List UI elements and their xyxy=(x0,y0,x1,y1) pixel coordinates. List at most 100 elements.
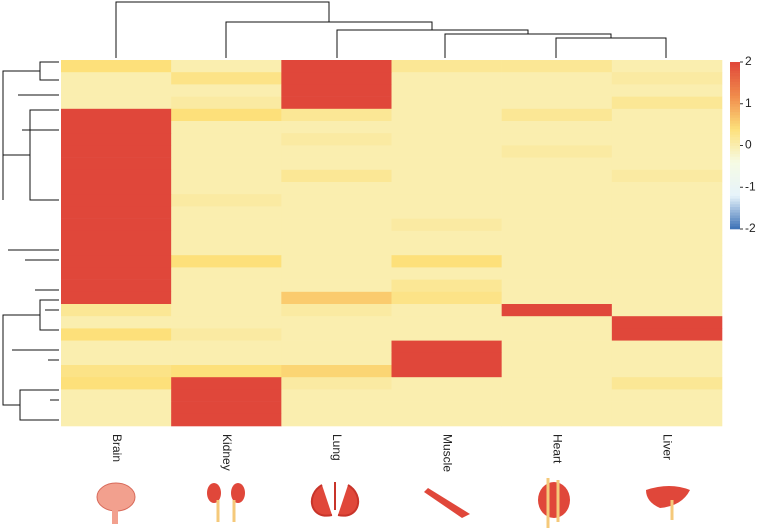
heatmap-cell xyxy=(281,352,392,366)
colorbar-segment xyxy=(730,87,740,91)
heatmap-cell xyxy=(61,194,172,207)
heatmap-cell xyxy=(281,169,392,183)
x-tick-label: Liver xyxy=(661,434,675,460)
row-dendrogram xyxy=(2,61,59,421)
heatmap-cell xyxy=(171,328,282,341)
colorbar-segment xyxy=(730,176,740,180)
heatmap-cell xyxy=(501,352,613,366)
colorbar-segment xyxy=(730,92,740,96)
colorbar-segment xyxy=(730,95,740,99)
colorbar-segment xyxy=(730,212,740,216)
heatmap-cell xyxy=(281,365,392,378)
colorbar-segment xyxy=(730,187,740,191)
x-tick-label: Muscle xyxy=(440,434,454,472)
heatmap-cell xyxy=(391,121,502,134)
heatmap-cell xyxy=(391,182,502,195)
colorbar-segment xyxy=(730,215,740,219)
heatmap-cell xyxy=(501,72,613,85)
colorbar-segment xyxy=(730,159,740,163)
colorbar-segment xyxy=(730,145,740,149)
heatmap-cell xyxy=(61,206,172,219)
heatmap-cell xyxy=(171,304,282,317)
heatmap-cell xyxy=(281,194,392,207)
heatmap-cell xyxy=(281,304,392,317)
heatmap-cell xyxy=(501,316,613,329)
heatmap-cell xyxy=(171,218,282,232)
heatmap-cell xyxy=(501,218,613,232)
heatmap-cell xyxy=(391,389,502,402)
heatmap-cell xyxy=(611,279,723,293)
heatmap-cell xyxy=(501,206,613,219)
heatmap-cell xyxy=(281,377,392,390)
colorbar-segment xyxy=(730,78,740,82)
heatmap-cell xyxy=(611,413,723,427)
heatmap-cell xyxy=(391,194,502,207)
x-tick-label: Kidney xyxy=(220,434,234,471)
heatmap-cell xyxy=(171,194,282,207)
heatmap-cell xyxy=(501,96,613,110)
colorbar-segment xyxy=(730,67,740,71)
heatmap-cell xyxy=(171,279,282,293)
colorbar-segment xyxy=(730,120,740,124)
heatmap-cell xyxy=(61,304,172,317)
colorbar-segment xyxy=(730,206,740,210)
heatmap-cell xyxy=(611,377,723,390)
heatmap-cell xyxy=(391,133,502,146)
heatmap-cell xyxy=(281,108,392,122)
heatmap-cell xyxy=(391,304,502,317)
heatmap-cell xyxy=(281,157,392,171)
colorbar-label: 2 xyxy=(745,54,752,68)
heatmap-cell xyxy=(61,133,172,146)
heatmap-cell xyxy=(281,96,392,110)
colorbar-segment xyxy=(730,123,740,127)
heatmap-cell xyxy=(61,377,172,390)
heatmap-cell xyxy=(611,401,723,415)
heatmap-cell xyxy=(501,328,613,341)
heatmap-cell xyxy=(391,243,502,256)
heatmap-cell xyxy=(501,291,613,305)
colorbar-segment xyxy=(730,64,740,68)
heatmap-cell xyxy=(611,169,723,183)
colorbar-segment xyxy=(730,195,740,199)
heatmap-cell xyxy=(611,291,723,305)
heatmap-cell xyxy=(61,243,172,256)
heatmap-cell xyxy=(611,316,723,329)
heatmap-cell xyxy=(281,267,392,280)
colorbar-segment xyxy=(730,117,740,121)
heatmap-cell xyxy=(171,365,282,378)
colorbar-segment xyxy=(730,217,740,221)
heatmap-cell xyxy=(281,121,392,134)
heatmap-cell xyxy=(281,182,392,195)
colorbar-label: -2 xyxy=(745,221,756,235)
heatmap-cell xyxy=(61,218,172,232)
heatmap-cell xyxy=(171,108,282,122)
heatmap-cell xyxy=(501,84,613,97)
heatmap-cell xyxy=(171,230,282,244)
heatmap-cell xyxy=(391,157,502,171)
heatmap-cell xyxy=(281,243,392,256)
heatmap-cell xyxy=(501,169,613,183)
heatmap-cell xyxy=(611,182,723,195)
heatmap-cell xyxy=(281,145,392,158)
colorbar-segment xyxy=(730,103,740,107)
colorbar-segment xyxy=(730,170,740,174)
colorbar-segment xyxy=(730,190,740,194)
heatmap-cell xyxy=(61,279,172,293)
heatmap-cell xyxy=(61,72,172,85)
colorbar-segment xyxy=(730,181,740,185)
heatmap-cell xyxy=(171,243,282,256)
heatmap-cell xyxy=(501,255,613,268)
colorbar-segment xyxy=(730,114,740,118)
heatmap-cell xyxy=(61,340,172,354)
heatmap-cell xyxy=(171,267,282,280)
heatmap-cell xyxy=(391,145,502,158)
colorbar-segment xyxy=(730,153,740,157)
colorbar-label: 0 xyxy=(745,138,752,152)
heatmap-cell xyxy=(501,304,613,317)
colorbar-segment xyxy=(730,162,740,166)
heatmap-cell xyxy=(171,72,282,85)
colorbar-segment xyxy=(730,73,740,77)
heatmap-cell xyxy=(501,243,613,256)
heatmap-cell xyxy=(391,377,502,390)
colorbar-segment xyxy=(730,70,740,74)
